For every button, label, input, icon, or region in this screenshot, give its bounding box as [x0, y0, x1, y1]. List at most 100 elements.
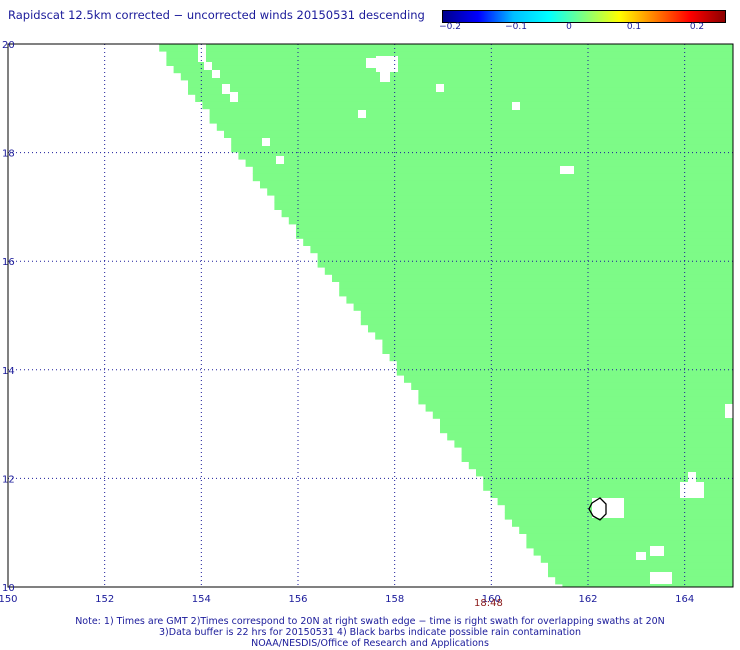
longitude-tick-label: 156 — [288, 594, 307, 605]
swath-row — [231, 144, 733, 153]
swath-row — [188, 80, 733, 88]
latitude-tick-label: 16 — [2, 257, 15, 268]
longitude-tick-label: 152 — [95, 594, 114, 605]
latitude-tick-label: 12 — [2, 474, 15, 485]
swath-row — [519, 526, 733, 534]
data-gap — [212, 70, 220, 78]
data-gap — [512, 102, 520, 110]
swath-row — [454, 440, 733, 448]
swath-row — [324, 267, 733, 275]
data-gap — [650, 546, 664, 556]
swath-row — [252, 173, 734, 182]
swath-fill — [159, 44, 734, 588]
swath-row — [418, 389, 733, 398]
swath-gaps — [198, 44, 733, 584]
longitude-tick-label: 160 — [482, 594, 501, 605]
data-gap — [358, 110, 366, 118]
swath-row — [396, 360, 733, 369]
latitude-tick-label: 10 — [2, 583, 15, 594]
swath-row — [245, 159, 733, 167]
swath-row — [274, 202, 733, 210]
latitude-labels: 10 12 14 16 18 20 — [2, 40, 15, 594]
data-gap — [725, 404, 733, 418]
data-gap — [560, 166, 574, 174]
swath-row — [490, 490, 733, 498]
data-gap — [650, 572, 672, 584]
swath-row — [461, 447, 733, 455]
swath-row — [396, 368, 733, 376]
longitude-tick-label: 158 — [385, 594, 404, 605]
data-gap — [680, 482, 704, 498]
swath-row — [267, 188, 733, 196]
swath-row — [231, 137, 733, 146]
swath-row — [526, 533, 733, 542]
swath-row — [238, 152, 733, 160]
swath-row — [476, 468, 733, 477]
colorbar-label: −0.1 — [505, 22, 527, 32]
note-line-3: NOAA/NESDIS/Office of Research and Appli… — [251, 638, 489, 649]
swath-row — [310, 245, 733, 254]
data-gap — [636, 552, 646, 560]
colorbar-label: 0.2 — [689, 22, 705, 32]
swath-row — [562, 584, 733, 588]
longitude-tick-label: 150 — [0, 594, 18, 605]
swath-row — [353, 303, 733, 311]
data-gap — [380, 68, 390, 82]
swath-row — [339, 288, 733, 297]
data-gap — [366, 58, 376, 68]
swath-row — [274, 195, 733, 203]
swath-row — [389, 353, 733, 362]
data-gap — [262, 138, 270, 146]
swath-row — [317, 260, 733, 268]
swath-row — [209, 116, 734, 124]
swath-row — [173, 65, 734, 74]
swath-row — [368, 324, 733, 333]
swath-row — [360, 317, 733, 326]
swath-row — [332, 274, 733, 282]
swath-row — [296, 231, 733, 239]
swath-row — [360, 310, 733, 318]
swath-row — [209, 108, 734, 117]
swath-row — [317, 252, 733, 261]
colorbar-label: 0 — [566, 22, 572, 32]
swath-row — [418, 396, 733, 405]
timestamp-label: 18:48 — [474, 598, 503, 609]
swath-row — [461, 454, 733, 462]
swath-row — [288, 216, 733, 225]
longitude-tick-label: 162 — [578, 594, 597, 605]
colorbar — [442, 10, 726, 23]
swath-row — [411, 382, 733, 390]
swath-row — [432, 411, 733, 419]
data-gap — [436, 84, 444, 92]
data-gap — [688, 472, 696, 482]
data-gap — [592, 498, 624, 518]
swath-row — [440, 425, 733, 434]
latitude-tick-label: 20 — [2, 40, 15, 51]
swath-row — [548, 562, 733, 570]
swath-row — [159, 44, 733, 52]
data-gap — [204, 62, 212, 70]
swath-row — [483, 476, 733, 484]
data-gap — [222, 84, 230, 94]
swath-row — [526, 540, 733, 549]
note-line-2: 3)Data buffer is 22 hrs for 20150531 4) … — [159, 627, 581, 638]
swath-row — [404, 375, 733, 383]
longitude-labels: 150 152 154 156 158 160 162 164 — [0, 594, 694, 605]
swath-row — [447, 432, 733, 441]
swath-row — [533, 548, 733, 556]
swath-row — [382, 339, 733, 347]
data-gap — [276, 156, 284, 164]
swath-row — [166, 58, 733, 66]
plot-title: Rapidscat 12.5km corrected − uncorrected… — [8, 8, 425, 22]
note-line-1: Note: 1) Times are GMT 2)Times correspon… — [75, 616, 665, 627]
swath-row — [440, 418, 733, 426]
longitude-tick-label: 164 — [675, 594, 694, 605]
swath-row — [468, 461, 733, 470]
swath-row — [548, 569, 733, 578]
swath-row — [195, 94, 733, 102]
swath-row — [303, 238, 733, 246]
swath-row — [188, 87, 733, 95]
swath-row — [281, 209, 733, 218]
swath-row — [382, 346, 733, 354]
